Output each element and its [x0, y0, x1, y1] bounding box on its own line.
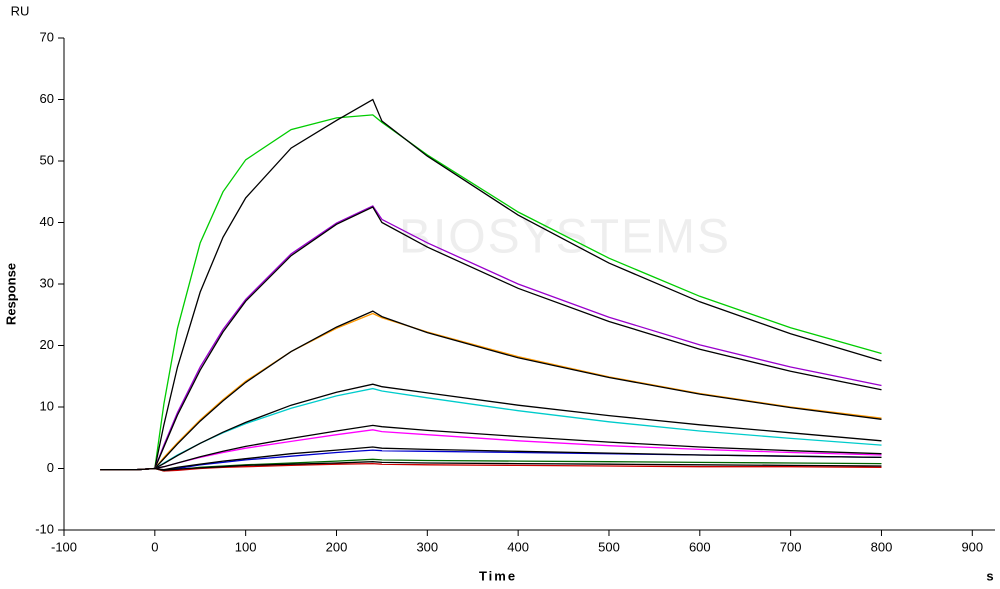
y-tick-label: 30: [40, 275, 54, 290]
y-tick-label: 10: [40, 398, 54, 413]
x-tick-label: 800: [871, 539, 893, 554]
y-tick-label: 20: [40, 337, 54, 352]
x-tick-label: 200: [326, 539, 348, 554]
series-line: [100, 98, 882, 471]
y-tick-label: 60: [40, 91, 54, 106]
x-tick-label: 600: [689, 539, 711, 554]
x-axis-title: Time: [479, 568, 517, 583]
x-unit: s: [986, 568, 993, 583]
series-line: [100, 383, 882, 471]
x-tick-label: 400: [507, 539, 529, 554]
watermark: BIOSYSTEMS: [399, 211, 731, 264]
x-tick-label: 100: [235, 539, 257, 554]
series-line: [100, 461, 882, 471]
series-line: [100, 310, 882, 471]
y-tick-label: 40: [40, 214, 54, 229]
series-line: [100, 424, 882, 471]
x-tick-label: 500: [598, 539, 620, 554]
y-unit: RU: [11, 3, 30, 18]
x-tick-label: 900: [961, 539, 983, 554]
y-tick-label: -10: [35, 521, 54, 536]
series-line: [100, 387, 882, 471]
y-tick-label: 70: [40, 29, 54, 44]
series-line: [100, 206, 882, 471]
x-tick-label: -100: [51, 539, 77, 554]
x-tick-label: 300: [416, 539, 438, 554]
y-tick-label: 0: [47, 460, 54, 475]
x-tick-label: 0: [151, 539, 158, 554]
y-tick-label: 50: [40, 152, 54, 167]
series-line: [100, 114, 882, 471]
series-line: [100, 312, 882, 471]
y-axis-title: Response: [3, 263, 18, 325]
x-tick-label: 700: [780, 539, 802, 554]
